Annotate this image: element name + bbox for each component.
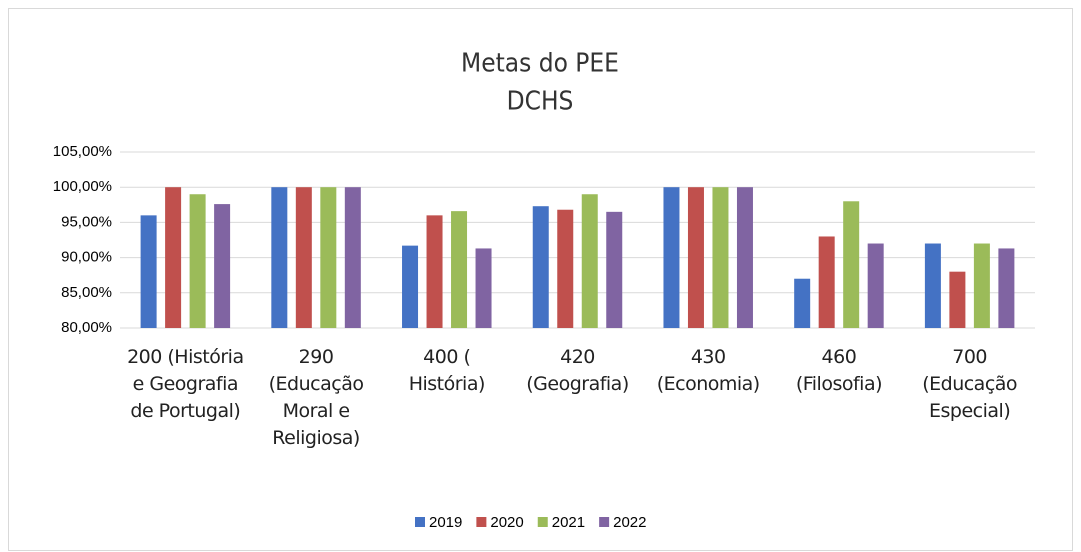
- y-tick-label: 90,00%: [61, 249, 112, 266]
- bar: [736, 187, 753, 328]
- bar: [214, 204, 231, 328]
- bar: [973, 243, 990, 328]
- bar: [532, 206, 549, 328]
- bar: [843, 201, 860, 328]
- legend-swatch: [537, 517, 548, 527]
- bar: [140, 215, 157, 328]
- bar: [426, 215, 443, 328]
- legend-swatch: [476, 517, 487, 527]
- bar: [271, 187, 288, 328]
- legend-label: 2021: [552, 514, 585, 531]
- bar: [295, 187, 312, 328]
- y-tick-label: 85,00%: [61, 284, 112, 301]
- bar: [663, 187, 680, 328]
- bar: [320, 187, 337, 328]
- x-tick-label: 430 (Economia): [656, 346, 761, 395]
- bar: [557, 209, 574, 328]
- y-tick-label: 100,00%: [53, 178, 112, 195]
- x-tick-label: 200 (História e Geografia de Portugal): [127, 346, 244, 422]
- bar: [949, 271, 966, 328]
- bar: [712, 187, 729, 328]
- bar: [189, 194, 206, 328]
- legend-label: 2020: [490, 514, 523, 531]
- y-tick-label: 80,00%: [61, 319, 112, 336]
- bar: [687, 187, 704, 328]
- y-tick-label: 95,00%: [61, 213, 112, 230]
- bar: [165, 187, 182, 328]
- legend-swatch: [599, 517, 610, 527]
- y-tick-label: 105,00%: [53, 143, 112, 160]
- bar: [581, 194, 598, 328]
- x-tick-label: 460 (Filosofia): [795, 346, 883, 395]
- legend-label: 2022: [613, 514, 646, 531]
- bar: [998, 248, 1015, 328]
- bar: [402, 245, 419, 328]
- legend-label: 2019: [429, 514, 462, 531]
- bar: [451, 211, 468, 328]
- chart-subtitle: DCHS: [507, 87, 574, 117]
- x-tick-label: 700 (Educação Especial): [922, 346, 1018, 422]
- bar: [344, 187, 361, 328]
- bar: [924, 243, 941, 328]
- bar: [475, 248, 492, 328]
- x-tick-label: 420 (Geografia): [526, 346, 629, 395]
- bar: [606, 211, 623, 328]
- bar: [794, 278, 811, 328]
- legend-swatch: [415, 517, 425, 527]
- bar: [867, 243, 884, 328]
- x-tick-label: 400 ( História): [408, 346, 486, 395]
- x-tick-label: 290 (Educação Moral e Religiosa): [268, 346, 364, 449]
- chart-title: Metas do PEE: [461, 49, 619, 79]
- bar: [818, 236, 835, 328]
